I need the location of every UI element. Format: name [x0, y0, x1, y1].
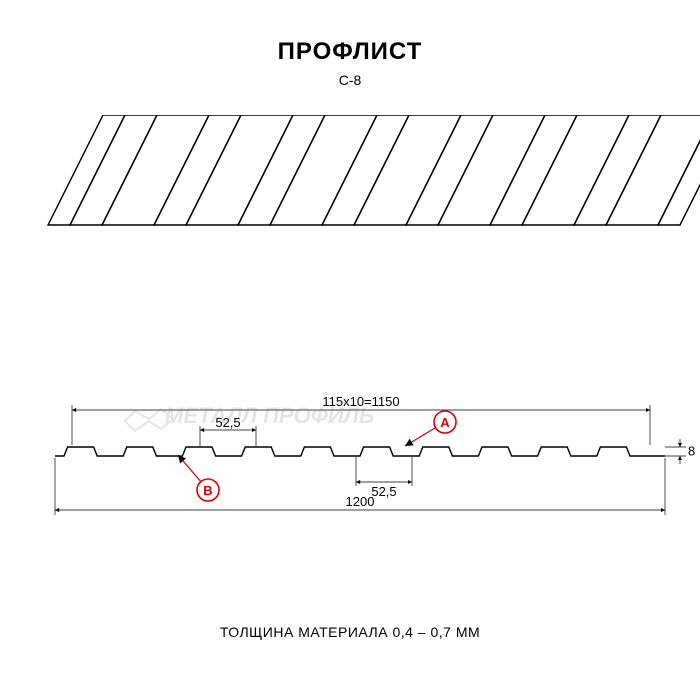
svg-text:МЕТАЛЛ ПРОФИЛЬ: МЕТАЛЛ ПРОФИЛЬ [165, 403, 374, 428]
svg-text:8: 8 [688, 444, 695, 459]
svg-text:52,5: 52,5 [371, 484, 396, 499]
page: ПРОФЛИСТ C-8 МЕТАЛЛ ПРОФИЛЬ 115x10=11505… [0, 0, 700, 700]
page-title: ПРОФЛИСТ [0, 38, 700, 66]
svg-text:A: A [440, 415, 450, 430]
page-subtitle: C-8 [0, 72, 700, 88]
svg-text:1200: 1200 [346, 494, 375, 509]
isometric-view: МЕТАЛЛ ПРОФИЛЬ [0, 115, 700, 285]
cross-section: 115x10=115052,552,512008ABМЕТАЛЛ ПРОФИЛЬ [0, 360, 700, 540]
svg-text:B: B [203, 483, 212, 498]
material-thickness-note: ТОЛЩИНА МАТЕРИАЛА 0,4 – 0,7 ММ [0, 624, 700, 640]
